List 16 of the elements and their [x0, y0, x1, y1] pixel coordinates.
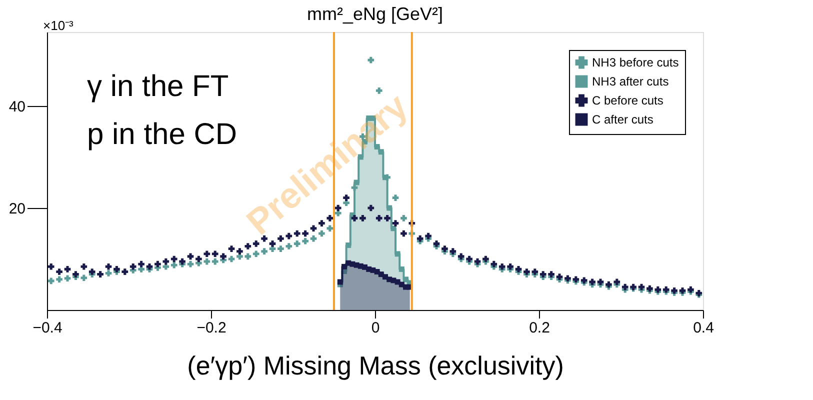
text: ×10⁻³ — [43, 18, 74, 33]
x-tick-label: 0.2 — [529, 320, 550, 336]
annotation: γ in the FT — [87, 70, 229, 103]
annotation: p in the CD — [87, 118, 238, 151]
chart-title: mm²_eNg [GeV²] — [306, 4, 444, 24]
x-axis-title: (e′γp′) Missing Mass (exclusivity) — [187, 350, 564, 380]
x-tick-label: 0.4 — [693, 320, 714, 336]
legend-label: C before cuts — [592, 94, 664, 108]
legend-label: NH3 after cuts — [592, 74, 669, 88]
x-tick-label: 0 — [371, 320, 380, 336]
x-tick-label: −0.4 — [32, 320, 62, 336]
y-tick-label: 40 — [8, 98, 26, 116]
y-tick-label: 20 — [8, 200, 26, 218]
legend-label: NH3 before cuts — [592, 56, 679, 70]
legend-label: C after cuts — [592, 112, 654, 126]
x-tick-label: −0.2 — [196, 320, 226, 336]
